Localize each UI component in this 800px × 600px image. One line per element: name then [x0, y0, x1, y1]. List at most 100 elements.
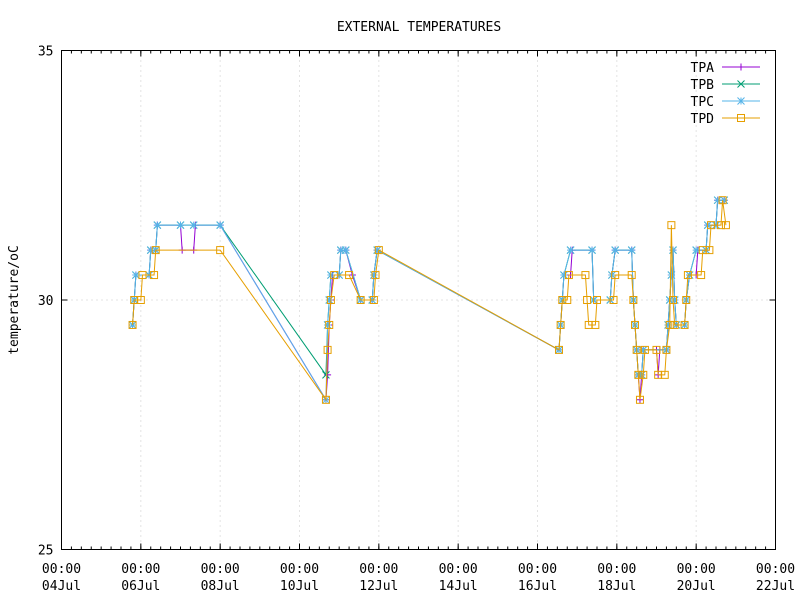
x-tick-time-label: 00:00: [42, 562, 81, 577]
series-tpd: [128, 196, 730, 404]
legend-label-tpc: TPC: [691, 95, 714, 110]
legend-label-tpb: TPB: [691, 78, 715, 93]
x-tick-time-label: 00:00: [756, 562, 795, 577]
x-tick-date-label: 14Jul: [439, 579, 478, 594]
data-point: [611, 271, 620, 280]
legend-label-tpa: TPA: [691, 61, 715, 76]
data-point: [669, 296, 678, 304]
data-point: [132, 271, 140, 279]
data-point: [150, 271, 159, 280]
series-layer: [128, 196, 730, 404]
data-point: [682, 296, 691, 304]
data-point: [176, 221, 185, 230]
grid: [61, 50, 776, 550]
data-point: [325, 320, 334, 329]
data-point: [591, 320, 600, 329]
data-point: [593, 296, 601, 304]
data-point: [138, 271, 147, 280]
data-point: [670, 296, 679, 304]
data-point: [713, 196, 722, 205]
data-point: [560, 271, 568, 279]
data-point: [128, 321, 137, 329]
data-point: [705, 246, 714, 255]
data-point: [609, 296, 618, 304]
y-tick-label: 25: [38, 544, 54, 559]
data-point: [321, 395, 330, 404]
data-point: [588, 246, 596, 254]
data-point: [356, 296, 365, 304]
data-point: [667, 221, 676, 230]
data-point: [670, 320, 679, 329]
y-tick-label: 35: [38, 45, 54, 60]
data-point: [566, 246, 575, 254]
data-point: [136, 296, 145, 304]
data-point: [563, 296, 572, 304]
data-point: [341, 246, 350, 254]
data-point: [326, 296, 335, 304]
data-point: [629, 296, 638, 304]
legend-label-tpd: TPD: [691, 112, 715, 127]
data-point: [325, 296, 334, 304]
data-point: [639, 346, 648, 354]
data-point: [631, 320, 640, 329]
data-point: [665, 320, 674, 329]
data-point: [683, 271, 692, 280]
data-point: [554, 345, 563, 354]
x-tick-time-label: 00:00: [518, 562, 557, 577]
data-point: [635, 395, 644, 404]
data-point: [556, 320, 565, 329]
legend-marker-tpb: [737, 80, 745, 88]
data-point: [374, 246, 383, 255]
data-point: [640, 345, 649, 354]
x-tick-time-label: 00:00: [439, 562, 478, 577]
data-point: [697, 271, 706, 280]
data-point: [128, 320, 137, 329]
data-point: [216, 221, 225, 230]
x-tick-date-label: 22Jul: [756, 579, 795, 594]
data-point: [189, 221, 198, 230]
data-point: [345, 271, 354, 280]
data-point: [667, 271, 676, 279]
data-point: [718, 196, 727, 205]
data-point: [330, 271, 339, 280]
data-point: [721, 221, 730, 230]
data-point: [669, 246, 677, 254]
x-tick-time-label: 00:00: [597, 562, 636, 577]
data-point: [153, 221, 162, 230]
y-tick-label: 30: [38, 294, 54, 309]
data-point: [680, 320, 689, 329]
legend-marker-tpa: [737, 63, 745, 71]
y-axis-title: temperature/oC: [7, 245, 22, 355]
data-point: [151, 246, 160, 255]
x-tick-date-label: 20Jul: [677, 579, 716, 594]
data-point: [652, 345, 661, 354]
x-tick-time-label: 00:00: [359, 562, 398, 577]
data-point: [627, 246, 636, 254]
x-tick-date-label: 04Jul: [42, 579, 81, 594]
data-point: [323, 321, 332, 329]
data-point: [583, 296, 592, 304]
data-point: [371, 271, 380, 280]
data-point: [324, 371, 332, 379]
x-tick-date-label: 12Jul: [359, 579, 398, 594]
x-tick-date-label: 06Jul: [121, 579, 160, 594]
x-tick-time-label: 00:00: [280, 562, 319, 577]
data-point: [373, 246, 382, 254]
ticks: 25 30 35 00:00 04Jul 00:00 06Jul 00:00 08Jul 00:0…: [38, 45, 795, 595]
data-point: [639, 370, 648, 379]
data-point: [322, 370, 330, 379]
x-tick-time-label: 00:00: [201, 562, 240, 577]
data-point: [558, 296, 567, 304]
data-point: [716, 221, 725, 230]
legend-marker-tpd: [737, 114, 745, 122]
data-point: [692, 246, 701, 254]
data-point: [720, 196, 729, 205]
data-point: [632, 345, 641, 354]
data-point: [627, 271, 636, 280]
data-point: [634, 370, 643, 379]
data-point: [581, 271, 590, 280]
x-tick-date-label: 18Jul: [597, 579, 636, 594]
data-point: [662, 345, 671, 354]
data-point: [370, 271, 378, 279]
